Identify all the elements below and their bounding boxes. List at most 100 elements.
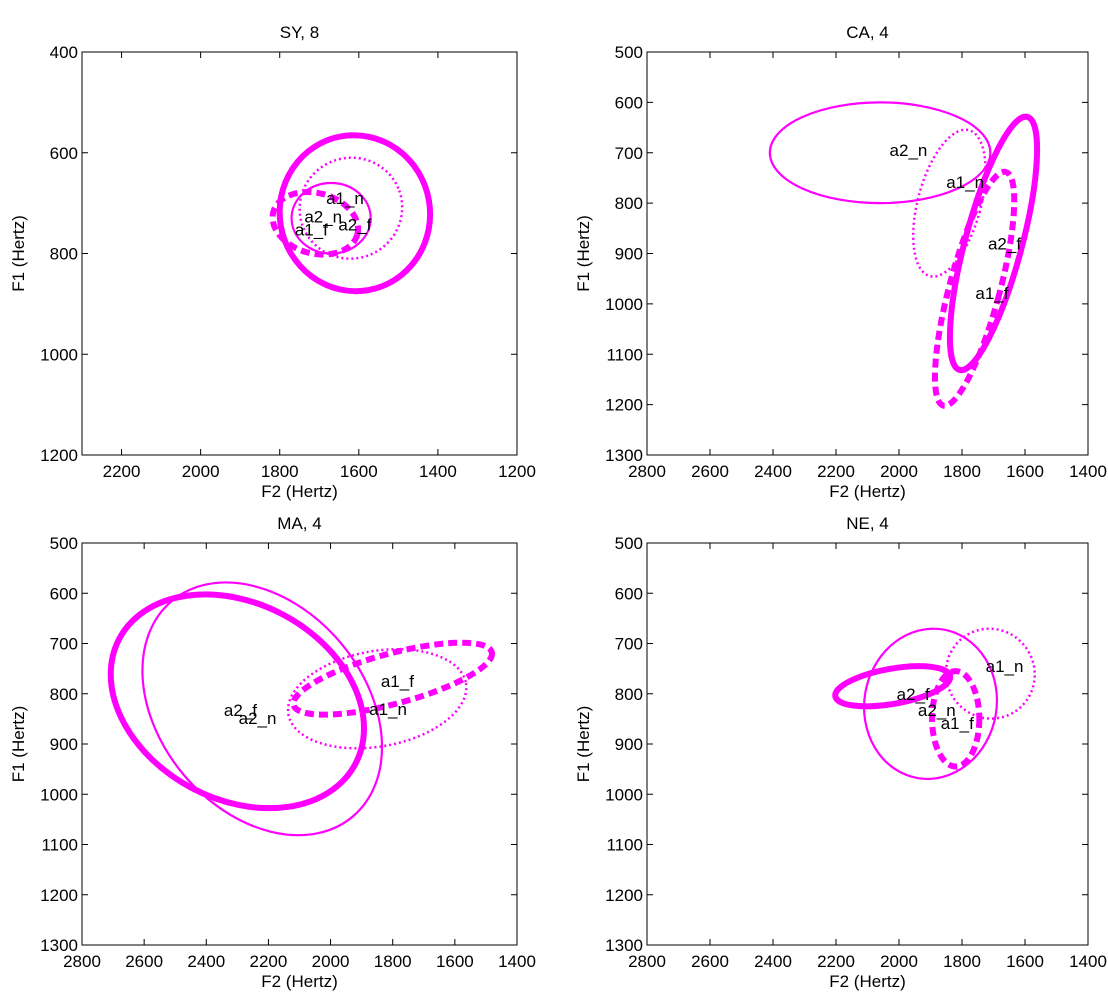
x-tick-label: 2000 <box>312 952 350 971</box>
x-tick-label: 2200 <box>250 952 288 971</box>
y-tick-label: 1300 <box>605 936 643 955</box>
ellipse-a2-f <box>832 663 954 710</box>
ellipse-a2-n <box>290 181 372 255</box>
y-tick-label: 1100 <box>606 345 643 364</box>
x-tick-label: 1400 <box>419 462 457 481</box>
y-tick-label: 800 <box>615 685 643 704</box>
x-axis-label: F2 (Hertz) <box>261 482 338 501</box>
x-tick-label: 2400 <box>754 952 792 971</box>
y-tick-label: 1000 <box>605 785 643 804</box>
ellipse-a2-n <box>141 581 384 837</box>
y-tick-label: 1000 <box>40 785 78 804</box>
x-tick-label: 2600 <box>691 952 729 971</box>
ellipse-a1-f <box>269 188 362 258</box>
y-axis-label: F1 (Hertz) <box>9 706 28 783</box>
ellipse-a1-n <box>298 156 404 260</box>
x-tick-label: 2200 <box>103 462 141 481</box>
data-label: a1_f <box>975 284 1008 303</box>
data-label: a2_n <box>890 141 928 160</box>
y-tick-label: 800 <box>50 685 78 704</box>
data-label: a2_f <box>988 234 1021 253</box>
x-tick-label: 1600 <box>340 462 378 481</box>
y-tick-label: 400 <box>50 43 78 62</box>
data-label: a1_f <box>295 220 328 239</box>
ellipse-a2-n <box>862 627 999 781</box>
y-tick-label: 1200 <box>605 396 643 415</box>
ellipse-group <box>269 132 434 295</box>
ellipse-a2-f <box>107 591 367 812</box>
y-tick-label: 600 <box>50 584 78 603</box>
subplot-ma: MA, 4 F2 (Hertz) F1 (Hertz) 2800 2600 2400… <box>9 514 536 991</box>
ellipse-a1-f <box>290 639 495 718</box>
y-tick-label: 600 <box>615 93 643 112</box>
y-tick-label: 500 <box>615 43 643 62</box>
x-tick-label: 2200 <box>817 462 855 481</box>
data-label: a1_n <box>986 657 1024 676</box>
x-tick-label: 2600 <box>125 952 163 971</box>
y-axis-label: F1 (Hertz) <box>574 706 593 783</box>
ellipse-a2-f <box>946 113 1041 374</box>
ellipse-a1-n <box>944 627 1036 720</box>
data-label: a1_n <box>326 189 364 208</box>
subplot-ca: CA, 4 F2 (Hertz) F1 (Hertz) 2800 2600 2400… <box>574 23 1107 501</box>
x-tick-label: 1800 <box>943 952 981 971</box>
x-tick-label: 2000 <box>880 952 918 971</box>
y-tick-label: 900 <box>50 735 78 754</box>
x-axis-label: F2 (Hertz) <box>261 972 338 991</box>
x-tick-label: 1400 <box>1069 462 1107 481</box>
data-label: a1_n <box>369 700 407 719</box>
data-label: a1_n <box>946 173 984 192</box>
x-tick-label: 1800 <box>943 462 981 481</box>
x-axis-label: F2 (Hertz) <box>829 482 906 501</box>
x-tick-label: 2000 <box>182 462 220 481</box>
ellipse-a1-f <box>929 668 983 770</box>
ellipse-a1-n <box>911 128 987 278</box>
x-tick-label: 1800 <box>374 952 412 971</box>
y-tick-label: 600 <box>50 144 78 163</box>
y-tick-label: 700 <box>50 635 78 654</box>
axes-frame <box>81 542 518 946</box>
y-tick-label: 700 <box>615 144 643 163</box>
ellipse-a2-f <box>276 132 434 295</box>
y-tick-label: 500 <box>50 534 78 553</box>
plot-title: NE, 4 <box>846 514 889 533</box>
y-tick-label: 1200 <box>605 886 643 905</box>
x-tick-label: 2800 <box>628 462 666 481</box>
plot-title: SY, 8 <box>280 23 319 42</box>
x-tick-label: 1600 <box>1006 952 1044 971</box>
y-tick-label: 700 <box>615 635 643 654</box>
x-tick-label: 1400 <box>1069 952 1107 971</box>
y-axis-label: F1 (Hertz) <box>9 215 28 292</box>
axes-frame <box>81 51 518 456</box>
y-tick-label: 900 <box>615 245 643 264</box>
y-tick-label: 800 <box>50 245 78 264</box>
y-tick-label: 500 <box>615 534 643 553</box>
x-tick-label: 2800 <box>628 952 666 971</box>
ellipse-group <box>768 101 1041 409</box>
ellipse-a2-n <box>768 101 992 205</box>
x-axis-label: F2 (Hertz) <box>829 972 906 991</box>
x-tick-label: 1800 <box>261 462 299 481</box>
x-tick-label: 2000 <box>880 462 918 481</box>
y-tick-label: 1200 <box>40 886 78 905</box>
y-tick-label: 800 <box>615 194 643 213</box>
y-tick-label: 1100 <box>41 836 78 855</box>
y-tick-label: 1200 <box>40 446 78 465</box>
subplot-ne: NE, 4 F2 (Hertz) F1 (Hertz) 2800 2600 2400… <box>574 514 1107 991</box>
x-tick-label: 2400 <box>754 462 792 481</box>
ellipse-a1-f <box>931 168 1018 409</box>
y-tick-label: 1000 <box>40 345 78 364</box>
y-tick-label: 1000 <box>605 295 643 314</box>
x-tick-label: 2200 <box>817 952 855 971</box>
x-tick-label: 2600 <box>691 462 729 481</box>
x-tick-label: 2400 <box>187 952 225 971</box>
data-label: a2_n <box>239 709 277 728</box>
x-tick-label: 1400 <box>498 952 536 971</box>
ellipse-a1-n <box>286 647 468 750</box>
subplot-sy: SY, 8 F2 (Hertz) F1 (Hertz) 2200 2000 1800… <box>9 23 536 501</box>
y-tick-label: 600 <box>615 584 643 603</box>
y-tick-label: 900 <box>615 735 643 754</box>
plot-title: MA, 4 <box>277 514 321 533</box>
y-tick-label: 1300 <box>605 446 643 465</box>
data-label: a1_f <box>381 672 414 691</box>
